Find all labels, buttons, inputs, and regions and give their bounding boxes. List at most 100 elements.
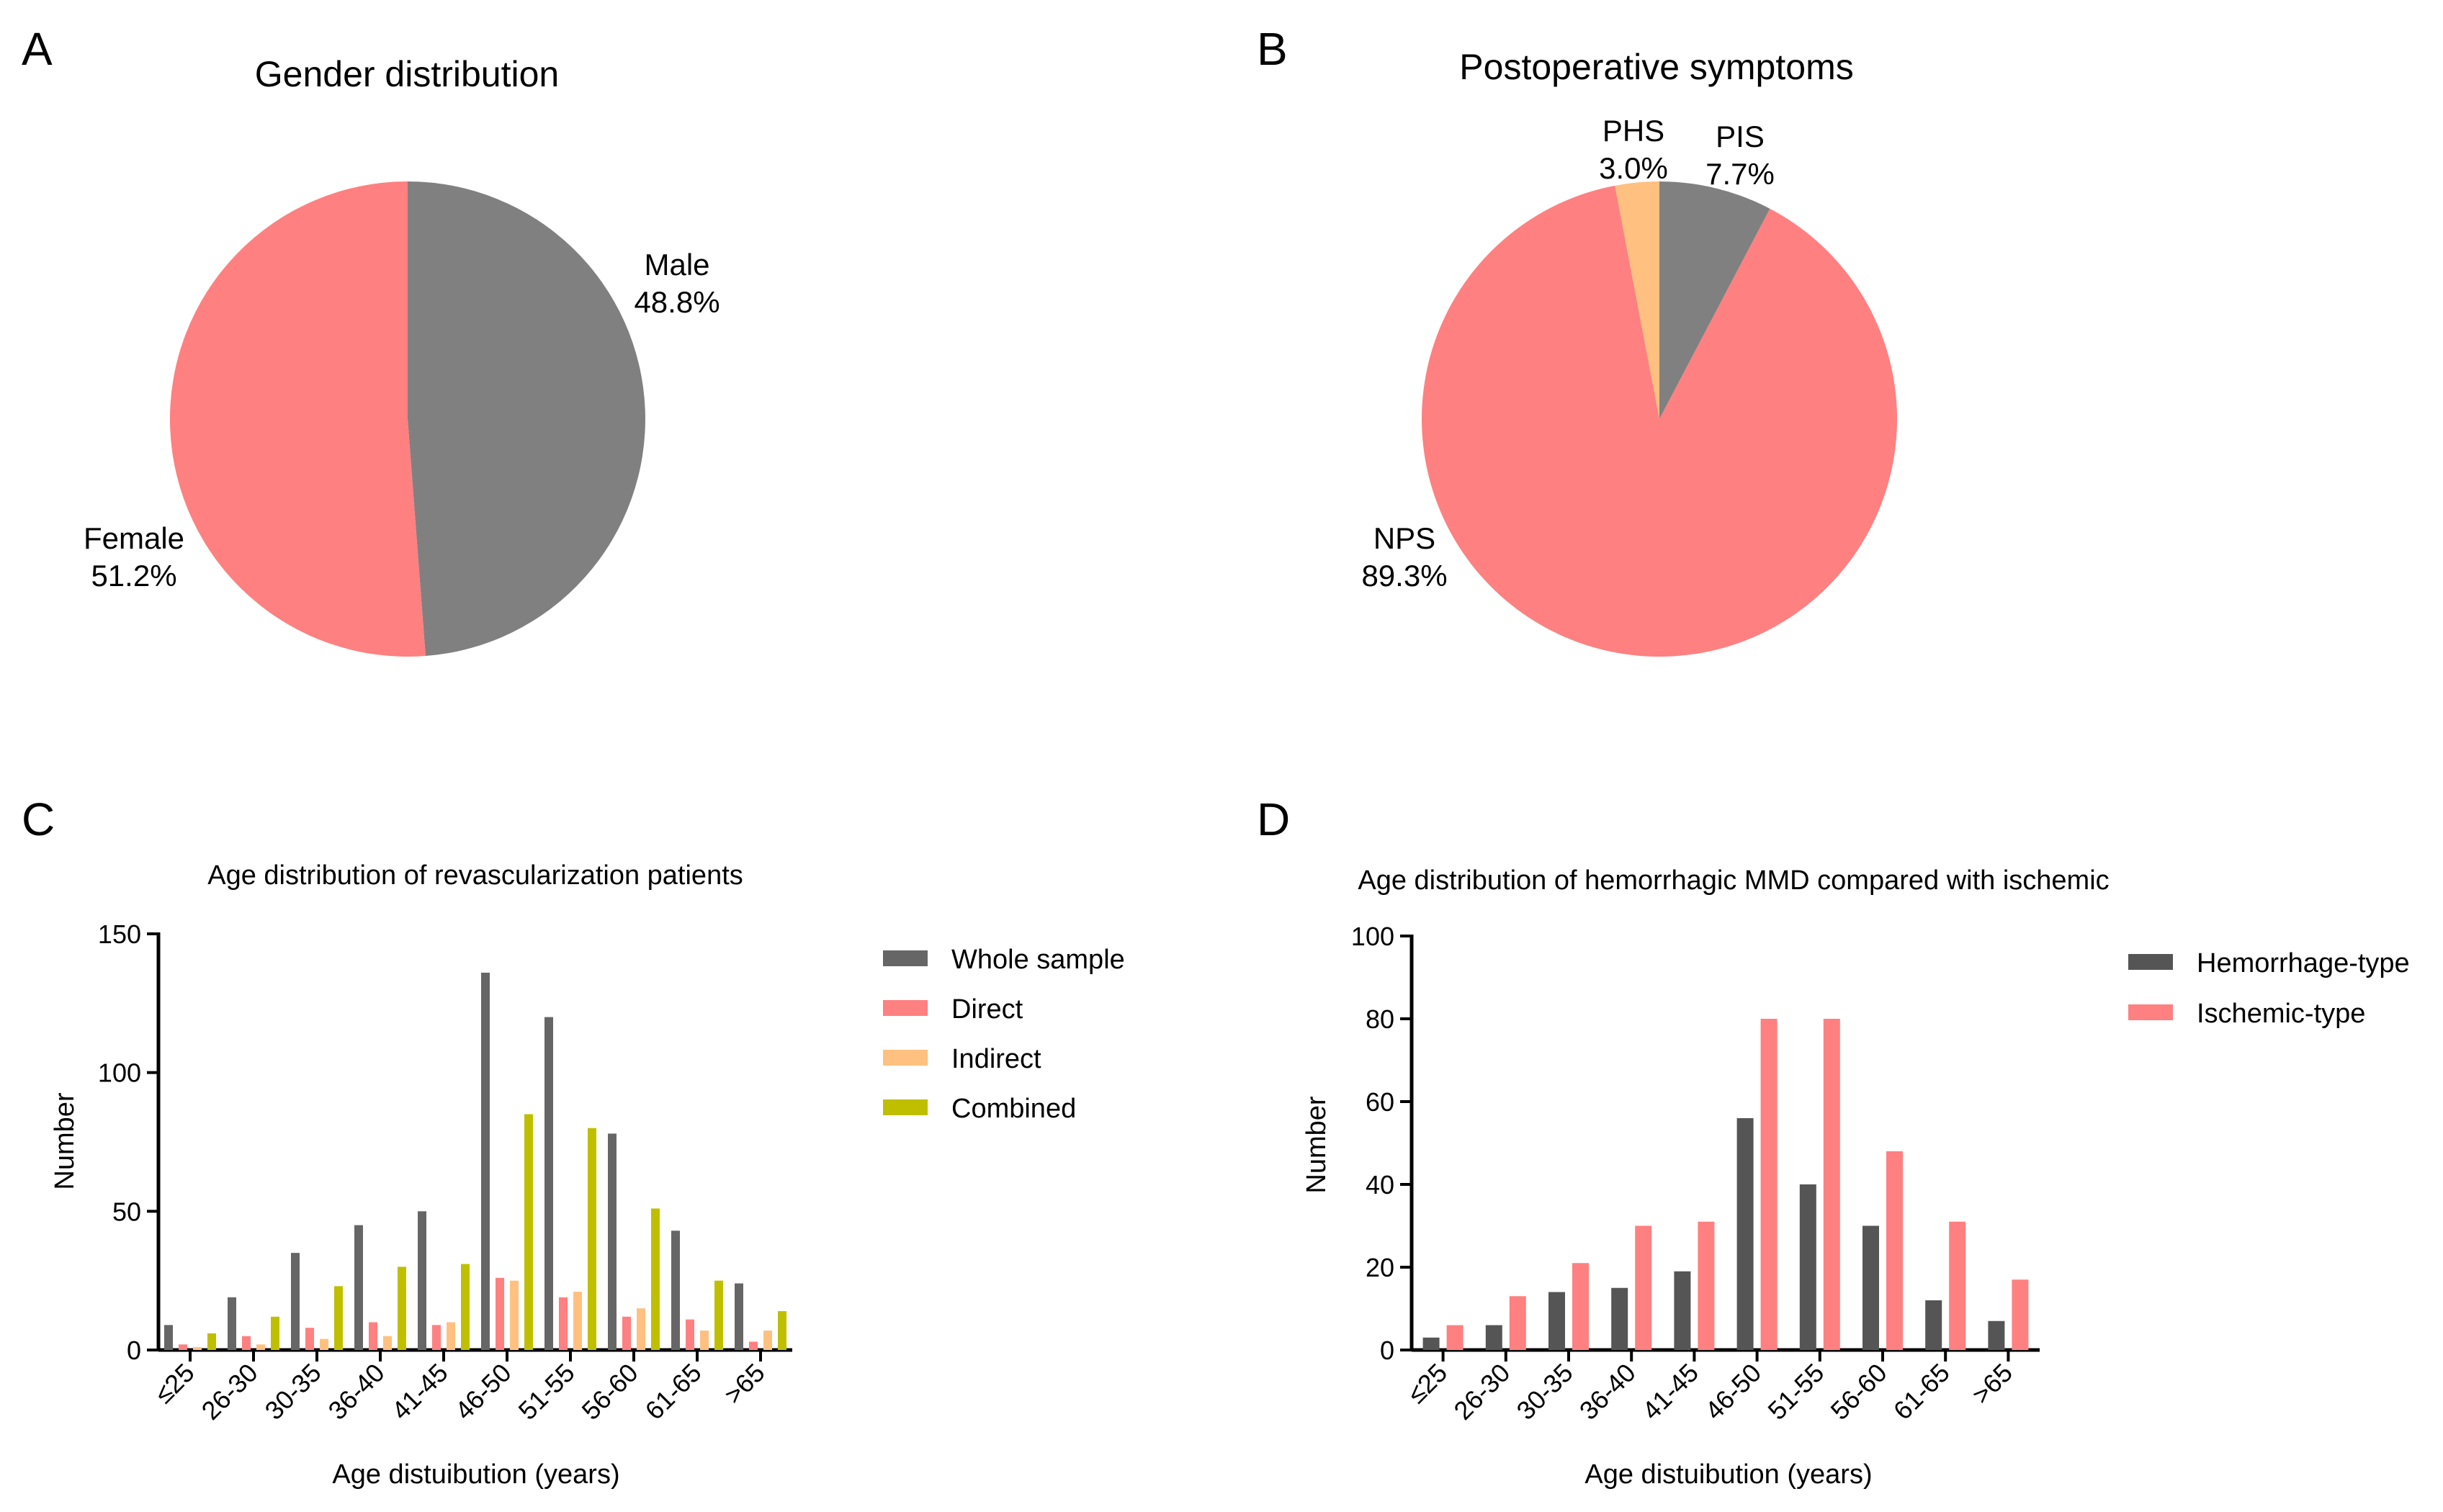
- y-tick-label: 80: [1366, 1004, 1394, 1034]
- bar-indirect-36-40: [383, 1336, 392, 1350]
- bar-combined-gt65: [778, 1311, 786, 1350]
- bar-combined-51-55: [588, 1128, 596, 1350]
- panel-letter-b: B: [1257, 23, 1288, 75]
- bar-hemorrhage-type-26-30: [1485, 1325, 1502, 1350]
- bar-combined-61-65: [714, 1280, 723, 1350]
- bar-direct-56-60: [622, 1316, 631, 1350]
- panel-b-pie-chart: Postoperative symptoms PIS 7.7% NPS 89.3% PH…: [1361, 47, 1898, 657]
- bar-indirect-56-60: [637, 1308, 645, 1350]
- x-tick-label-56-60: 56-60: [576, 1358, 644, 1426]
- bar-direct-gt65: [749, 1341, 758, 1350]
- y-tick-label: 0: [1380, 1336, 1394, 1365]
- bar-ischemic-type-le25: [1446, 1325, 1463, 1350]
- bar-whole-sample-56-60: [608, 1133, 617, 1350]
- x-tick-label-26-30: 26-30: [1448, 1358, 1515, 1426]
- pie-slice-male: [408, 181, 645, 657]
- bar-combined-56-60: [651, 1208, 660, 1350]
- panel-letter-c: C: [22, 793, 55, 845]
- bar-direct-46-50: [496, 1277, 504, 1350]
- legend-label-ischemic-type: Ischemic-type: [2197, 999, 2365, 1029]
- legend-label-hemorrhage-type: Hemorrhage-type: [2197, 948, 2410, 978]
- bar-combined-46-50: [524, 1114, 533, 1350]
- pie-label-female: Female: [84, 521, 184, 555]
- x-tick-label-gt65: >65: [1966, 1358, 2018, 1410]
- panel-b-title: Postoperative symptoms: [1459, 47, 1853, 87]
- y-tick-label: 50: [112, 1197, 141, 1226]
- y-tick-label: 100: [1351, 922, 1394, 951]
- x-tick-label-61-65: 61-65: [1888, 1358, 1955, 1426]
- pie-percent-pis: 7.7%: [1705, 157, 1775, 191]
- pie-percent-male: 48.8%: [634, 285, 720, 319]
- bar-direct-51-55: [559, 1297, 568, 1350]
- bar-hemorrhage-type-51-55: [1799, 1184, 1816, 1350]
- panel-d-bar-chart: Age distribution of hemorrhagic MMD comp…: [1301, 865, 2410, 1490]
- bar-direct-le25: [179, 1344, 187, 1350]
- bar-indirect-30-35: [320, 1338, 328, 1350]
- bar-hemorrhage-type-36-40: [1611, 1287, 1628, 1350]
- legend-label-combined: Combined: [951, 1094, 1076, 1124]
- bar-combined-26-30: [271, 1316, 279, 1350]
- bar-whole-sample-30-35: [291, 1253, 300, 1350]
- x-tick-label-46-50: 46-50: [449, 1358, 517, 1426]
- bar-indirect-le25: [193, 1347, 202, 1350]
- x-tick-label-46-50: 46-50: [1699, 1358, 1767, 1426]
- pie-slice-nps: [1422, 185, 1898, 657]
- panel-c-ylabel: Number: [50, 1092, 80, 1189]
- panel-c-title: Age distribution of revascularization pa…: [207, 860, 743, 891]
- bar-ischemic-type-30-35: [1572, 1263, 1589, 1350]
- bar-whole-sample-36-40: [354, 1225, 363, 1350]
- x-tick-label-51-55: 51-55: [513, 1358, 581, 1426]
- panel-d-ylabel: Number: [1301, 1096, 1332, 1193]
- bar-hemorrhage-type-46-50: [1736, 1118, 1754, 1350]
- bar-direct-41-45: [432, 1325, 441, 1350]
- bar-direct-26-30: [242, 1336, 251, 1350]
- x-tick-label-61-65: 61-65: [640, 1358, 707, 1426]
- bar-direct-30-35: [305, 1328, 314, 1350]
- bar-indirect-41-45: [447, 1322, 455, 1350]
- bar-indirect-26-30: [256, 1344, 265, 1350]
- legend-swatch-combined: [883, 1099, 928, 1115]
- bar-whole-sample-46-50: [481, 972, 490, 1350]
- bar-combined-30-35: [334, 1286, 343, 1350]
- pie-label-pis: PIS: [1716, 120, 1765, 153]
- bar-hemorrhage-type-le25: [1422, 1337, 1440, 1350]
- bar-indirect-61-65: [700, 1331, 709, 1350]
- legend-label-direct: Direct: [951, 994, 1023, 1025]
- legend-swatch-indirect: [883, 1050, 928, 1066]
- y-tick-label: 20: [1366, 1253, 1394, 1282]
- x-tick-label-26-30: 26-30: [196, 1358, 264, 1426]
- pie-slice-female: [169, 181, 426, 657]
- bar-hemorrhage-type-gt65: [1988, 1320, 2005, 1350]
- bar-direct-61-65: [686, 1319, 694, 1350]
- x-tick-label-le25: ≤25: [1402, 1358, 1453, 1409]
- x-tick-label-30-35: 30-35: [259, 1358, 327, 1426]
- x-tick-label-51-55: 51-55: [1762, 1358, 1829, 1426]
- panel-letter-a: A: [22, 23, 53, 75]
- bar-ischemic-type-51-55: [1823, 1019, 1840, 1350]
- bar-ischemic-type-36-40: [1635, 1225, 1652, 1350]
- x-tick-label-36-40: 36-40: [1574, 1358, 1641, 1426]
- bar-hemorrhage-type-41-45: [1674, 1271, 1691, 1350]
- bar-hemorrhage-type-61-65: [1925, 1300, 1942, 1350]
- pie-label-nps: NPS: [1373, 521, 1435, 555]
- bar-whole-sample-gt65: [735, 1283, 743, 1350]
- x-tick-label-le25: ≤25: [148, 1358, 200, 1409]
- legend-swatch-hemorrhage-type: [2128, 954, 2173, 970]
- y-tick-label: 150: [98, 919, 141, 949]
- bar-ischemic-type-41-45: [1698, 1221, 1715, 1350]
- panel-letter-d: D: [1257, 793, 1290, 845]
- x-tick-label-gt65: >65: [718, 1358, 770, 1410]
- bar-whole-sample-51-55: [544, 1017, 553, 1350]
- panel-a-title: Gender distribution: [255, 54, 559, 94]
- bar-ischemic-type-46-50: [1760, 1019, 1778, 1350]
- pie-percent-female: 51.2%: [91, 559, 176, 593]
- bar-ischemic-type-gt65: [2012, 1279, 2029, 1350]
- bar-combined-le25: [207, 1333, 216, 1350]
- bar-indirect-51-55: [573, 1292, 582, 1350]
- x-tick-label-36-40: 36-40: [323, 1358, 390, 1426]
- x-tick-label-41-45: 41-45: [386, 1358, 454, 1426]
- bar-whole-sample-41-45: [418, 1211, 426, 1350]
- y-tick-label: 100: [98, 1058, 141, 1088]
